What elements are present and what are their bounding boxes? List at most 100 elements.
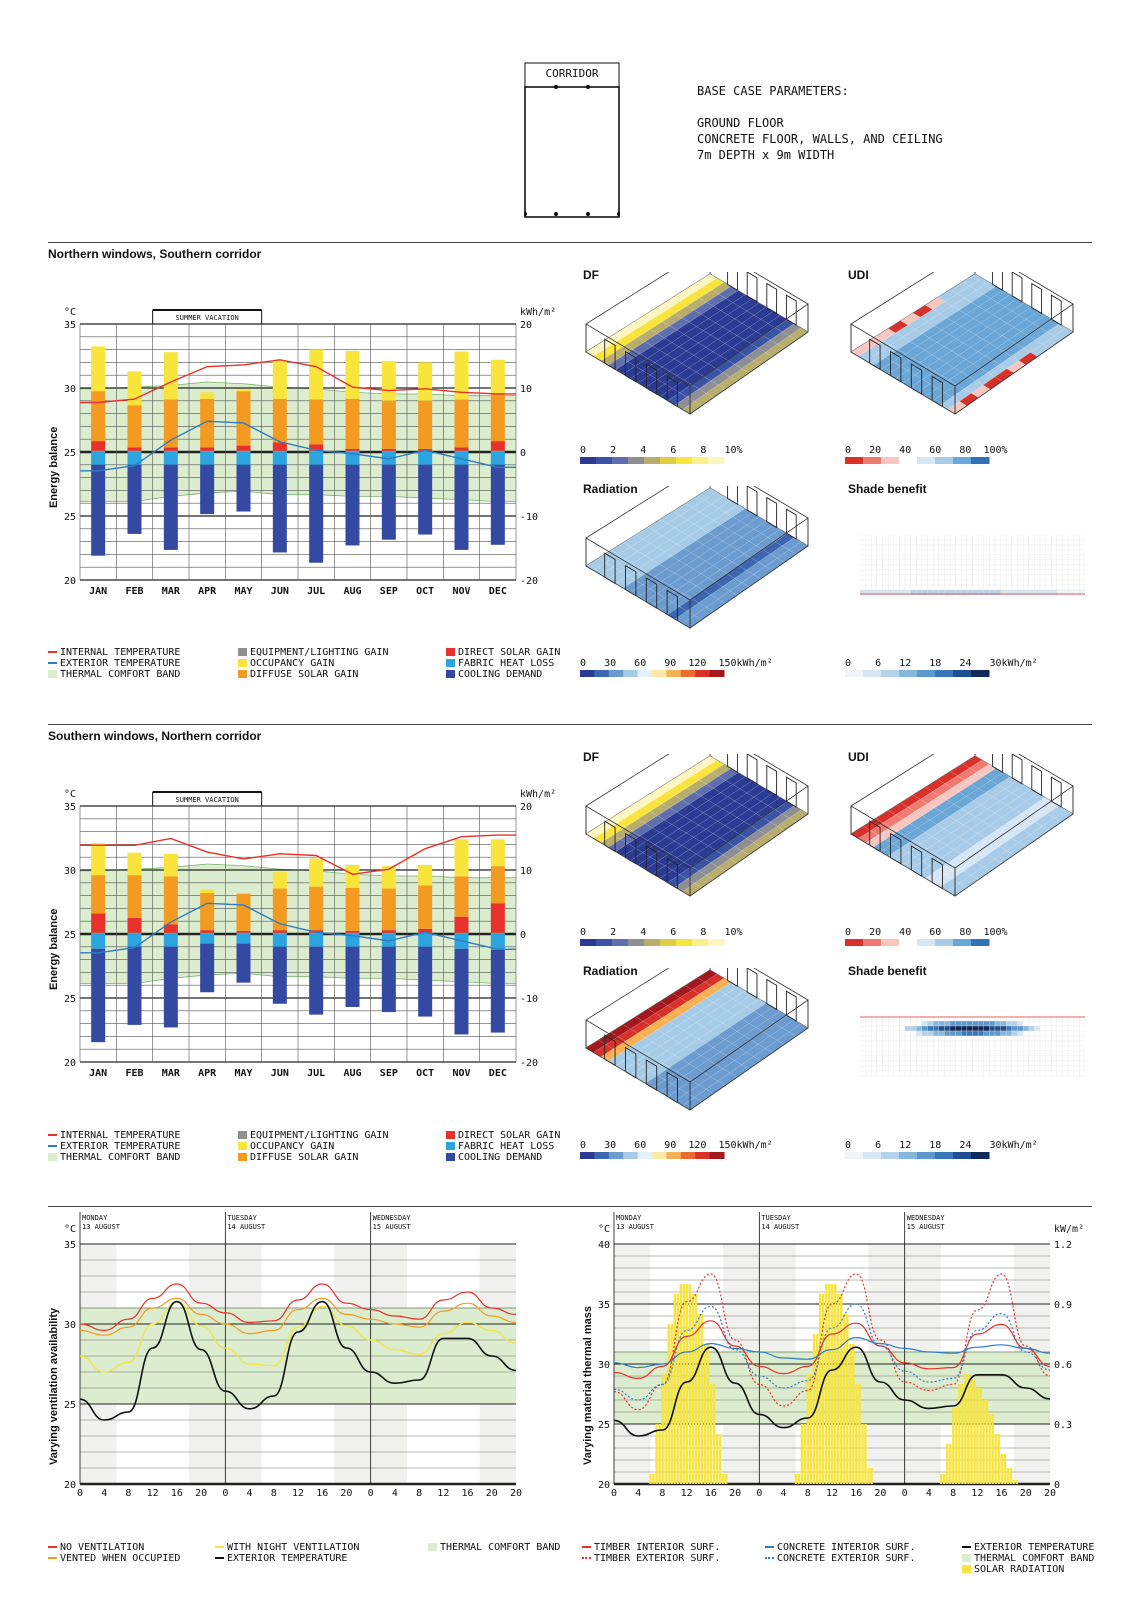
x-tick-label: 16 — [850, 1488, 862, 1499]
shade-cell — [1079, 1021, 1085, 1026]
shade-cell — [1068, 1066, 1074, 1071]
shade-cell — [1023, 540, 1029, 545]
shade-cell — [1029, 555, 1035, 560]
shade-cell — [916, 1041, 922, 1046]
y-right-unit: kW/m² — [1054, 1224, 1084, 1235]
shade-cell — [1023, 585, 1029, 590]
shade-cell — [1034, 1046, 1040, 1051]
scale-swatch — [935, 939, 954, 946]
bar-cooling-demand — [382, 465, 396, 540]
shade-cell — [1057, 570, 1063, 575]
shade-cell — [928, 1021, 934, 1026]
x-tick-label: 12 — [147, 1488, 159, 1499]
shade-cell — [916, 1046, 922, 1051]
bar-fabric-heat-loss — [309, 452, 323, 465]
shade-cell — [905, 580, 911, 585]
x-tick-label: 4 — [635, 1488, 641, 1499]
shade-cell — [928, 585, 934, 590]
shade-cell — [888, 1021, 894, 1026]
shade-cell — [984, 1056, 990, 1061]
shade-cell — [928, 1061, 934, 1066]
shade-cell — [1051, 560, 1057, 565]
shade-cell — [1051, 550, 1057, 555]
legend-exterior: EXTERIOR TEMPERATURE — [60, 1141, 180, 1152]
bar-equipment-lighting-gain — [382, 933, 396, 934]
shade-cell — [933, 1031, 939, 1036]
shade-cell — [911, 1046, 917, 1051]
solar-radiation-bar — [940, 1474, 942, 1484]
shade-cell — [1051, 565, 1057, 570]
shade-cell — [984, 1051, 990, 1056]
shade-cell — [939, 565, 945, 570]
bar-direct-solar-gain — [455, 917, 469, 933]
legend-direct: DIRECT SOLAR GAIN — [458, 647, 560, 658]
energy-balance-chart-1: SUMMER VACATION JAN FEB MAR APR MAY JUN JUL AUG S… — [56, 300, 566, 610]
shade-cell — [905, 1026, 911, 1031]
solar-radiation-bar — [686, 1284, 688, 1484]
bar-cooling-demand — [200, 465, 214, 514]
rad-scale-2 — [580, 1152, 730, 1159]
shade-cell — [1051, 1046, 1057, 1051]
shade-scale-labels-1: 0 6 12 18 24 30kWh/m² — [845, 658, 1038, 669]
bar-occupancy-gain — [455, 839, 469, 876]
x-tick-label: 12 — [971, 1488, 983, 1499]
shade-cell — [1029, 1036, 1035, 1041]
shade-cell — [928, 575, 934, 580]
shade-cell — [995, 1071, 1001, 1076]
shade-cell — [894, 580, 900, 585]
shade-cell — [1057, 550, 1063, 555]
shade-cell — [1006, 1046, 1012, 1051]
shade-cell — [905, 1021, 911, 1026]
shade-cell — [950, 585, 956, 590]
legend-swatch — [238, 648, 247, 656]
x-tick-label: 16 — [462, 1488, 474, 1499]
shade-cell — [922, 1056, 928, 1061]
solar-radiation-bar — [988, 1414, 990, 1484]
shade-cell — [899, 1061, 905, 1066]
shade-cell — [871, 1071, 877, 1076]
date-label: 15 AUGUST — [907, 1223, 946, 1231]
shade-cell — [860, 540, 866, 545]
shade-cell — [911, 1051, 917, 1056]
legend-equipment: EQUIPMENT/LIGHTING GAIN — [250, 1130, 388, 1141]
shade-cell — [939, 545, 945, 550]
shade-cell — [888, 570, 894, 575]
shade-cell — [939, 560, 945, 565]
shade-cell — [944, 1031, 950, 1036]
shade-cell — [1074, 1026, 1080, 1031]
shade-cell — [984, 535, 990, 540]
shade-cell — [1034, 580, 1040, 585]
udi-scale-2 — [845, 939, 995, 946]
bar-cooling-demand — [273, 465, 287, 553]
shade-cell — [961, 550, 967, 555]
shade-cell — [916, 540, 922, 545]
bar-diffuse-solar-gain — [309, 887, 323, 931]
solar-radiation-bar — [716, 1434, 718, 1484]
x-tick-label: 0 — [222, 1488, 228, 1499]
shade-cell — [1006, 1036, 1012, 1041]
shade-cell — [978, 1026, 984, 1031]
shade-cell — [1079, 560, 1085, 565]
y-left-tick-label: 30 — [64, 384, 76, 395]
shade-cell — [877, 575, 883, 580]
shade-cell — [1051, 555, 1057, 560]
month-tick-label: NOV — [452, 586, 470, 597]
shade-cell — [1023, 1021, 1029, 1026]
shade-cell — [1074, 1051, 1080, 1056]
shade-cell — [877, 1056, 883, 1061]
x-tick-label: 0 — [77, 1488, 83, 1499]
shade-cell — [1079, 1061, 1085, 1066]
day-label: MONDAY — [616, 1214, 642, 1222]
scale-swatch — [971, 670, 990, 677]
shade-cell — [989, 1056, 995, 1061]
scale-swatch — [660, 939, 677, 946]
shade-cell — [1079, 1066, 1085, 1071]
y-right-tick-label: 0.6 — [1054, 1360, 1072, 1371]
solar-radiation-bar — [680, 1284, 682, 1484]
bar-cooling-demand — [346, 465, 360, 546]
shade-cell — [1046, 540, 1052, 545]
legend-swatch — [428, 1543, 437, 1551]
shade-cell — [950, 565, 956, 570]
shade-cell — [933, 1021, 939, 1026]
legend-swatch — [48, 1557, 57, 1559]
